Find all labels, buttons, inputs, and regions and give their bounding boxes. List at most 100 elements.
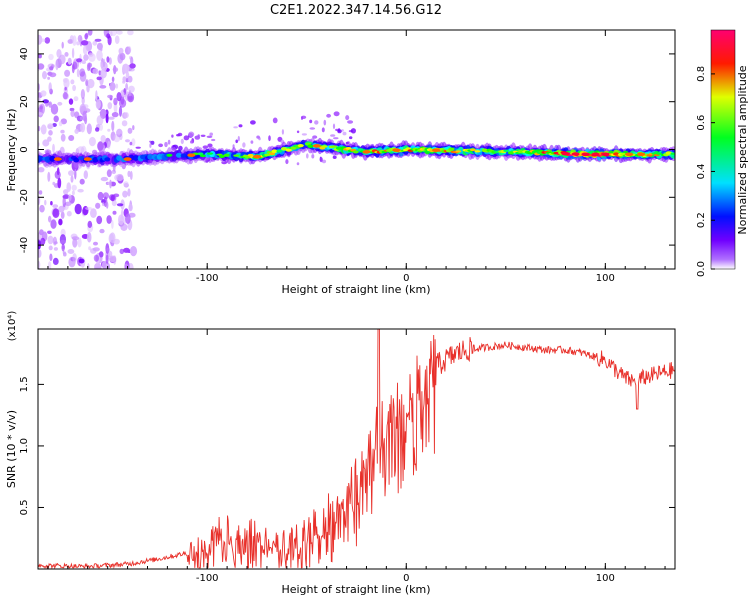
heatmap-noise-blob xyxy=(188,131,195,138)
heatmap-noise-blob xyxy=(135,146,141,149)
x-tick-label: 0 xyxy=(403,273,409,284)
heatmap-noise-blob xyxy=(80,89,85,100)
heatmap-noise-blob xyxy=(47,171,51,182)
heatmap-noise-blob xyxy=(285,159,289,165)
heatmap-noise-blob xyxy=(68,135,75,141)
heatmap-noise-blob xyxy=(119,98,127,108)
heatmap-noise-blob xyxy=(85,32,89,38)
heatmap-ridge-cell xyxy=(665,151,672,155)
heatmap-noise-blob xyxy=(250,140,254,144)
heatmap-noise-blob xyxy=(111,120,115,132)
heatmap-ridge-cell xyxy=(247,153,254,157)
heatmap-noise-blob xyxy=(72,238,78,248)
heatmap-noise-blob xyxy=(47,123,54,130)
heatmap-noise-blob xyxy=(49,253,53,262)
heatmap-ridge-cell xyxy=(271,149,278,153)
y-tick-label: 40 xyxy=(19,48,30,61)
heatmap-noise-blob xyxy=(74,128,79,134)
heatmap-noise-blob xyxy=(38,260,41,269)
heatmap-noise-blob xyxy=(52,208,60,219)
heatmap-noise-blob xyxy=(60,129,65,134)
heatmap-noise-blob xyxy=(238,124,243,128)
heatmap-noise-blob xyxy=(95,202,101,209)
heatmap-noise-blob xyxy=(129,141,133,146)
heatmap-ridge-cell xyxy=(92,156,99,163)
heatmap-noise-blob xyxy=(130,56,134,66)
heatmap-noise-blob xyxy=(312,135,318,139)
heatmap-ridge-cell xyxy=(166,153,173,157)
heatmap-noise-blob xyxy=(38,190,43,195)
heatmap-noise-blob xyxy=(52,181,56,186)
heatmap-noise-blob xyxy=(39,229,44,236)
heatmap-noise-blob xyxy=(319,157,323,163)
heatmap-noise-blob xyxy=(121,120,128,127)
x-tick-label: 100 xyxy=(596,573,615,584)
heatmap-noise-blob xyxy=(74,169,77,180)
heatmap-noise-blob xyxy=(116,30,123,35)
heatmap-noise-blob xyxy=(38,63,45,70)
heatmap-noise-blob xyxy=(53,247,59,251)
heatmap-ridge-cell xyxy=(290,146,297,150)
heatmap-noise-blob xyxy=(121,92,125,96)
heatmap-noise-blob xyxy=(62,189,69,195)
heatmap-noise-blob xyxy=(61,41,64,49)
heatmap-noise-blob xyxy=(76,41,80,46)
colorbar-tick-label: 0.8 xyxy=(696,66,707,82)
heatmap-noise-blob xyxy=(47,235,54,245)
heatmap-noise-blob xyxy=(64,52,69,57)
heatmap-noise-blob xyxy=(88,52,94,57)
heatmap-noise-blob xyxy=(71,236,80,241)
heatmap-ridge-cell xyxy=(199,154,206,158)
heatmap-noise-blob xyxy=(52,257,59,265)
chart-title: C2E1.2022.347.14.56.G12 xyxy=(270,3,442,18)
heatmap-noise-blob xyxy=(207,143,213,148)
heatmap-noise-blob xyxy=(109,30,117,37)
heatmap-noise-blob xyxy=(128,67,135,72)
heatmap-noise-blob xyxy=(79,116,83,121)
heatmap-noise-blob xyxy=(71,47,75,59)
heatmap-noise-blob xyxy=(235,139,238,144)
heatmap-noise-blob xyxy=(100,135,106,143)
heatmap-noise-blob xyxy=(117,53,124,64)
heatmap-ridge-cell xyxy=(223,153,230,157)
heatmap-noise-blob xyxy=(58,54,66,65)
heatmap-noise-blob xyxy=(337,129,342,134)
heatmap-hotspot xyxy=(253,154,261,159)
heatmap-noise-blob xyxy=(118,47,124,55)
heatmap-noise-blob xyxy=(108,57,112,65)
heatmap-noise-blob xyxy=(74,111,80,119)
heatmap-noise-blob xyxy=(70,79,75,85)
heatmap-noise-blob xyxy=(58,205,65,213)
heatmap-noise-blob xyxy=(42,139,50,147)
heatmap-noise-blob xyxy=(57,101,63,106)
heatmap-noise-blob xyxy=(47,261,52,269)
heatmap-noise-blob xyxy=(81,96,85,105)
heatmap-noise-blob xyxy=(128,85,135,93)
heatmap-noise-blob xyxy=(59,239,67,245)
heatmap-noise-blob xyxy=(86,64,91,72)
heatmap-noise-blob xyxy=(90,248,97,254)
heatmap-hotspot xyxy=(432,148,441,152)
heatmap-noise-blob xyxy=(58,218,63,226)
heatmap-noise-blob xyxy=(111,219,114,229)
x-tick-label: 0 xyxy=(403,573,409,584)
colorbar-gradient xyxy=(710,29,736,270)
heatmap-hotspot xyxy=(581,152,590,157)
heatmap-noise-blob xyxy=(129,246,138,257)
heatmap-axis-ticks: -100 0 100 -40 -20 0 20 40 xyxy=(19,30,675,284)
heatmap-noise-blob xyxy=(99,228,105,234)
heatmap-noise-blob xyxy=(110,194,115,202)
colorbar-tick-label: 0.0 xyxy=(696,261,707,277)
heatmap-noise-blob xyxy=(81,60,87,64)
snr-yunit: (x10⁴) xyxy=(7,311,18,342)
heatmap-noise-blob xyxy=(347,120,354,124)
heatmap-noise-blob xyxy=(48,82,52,93)
heatmap-hotspot xyxy=(83,157,92,161)
heatmap-noise-blob xyxy=(107,102,113,110)
heatmap-noise-blob xyxy=(120,223,128,231)
heatmap-noise-blob xyxy=(82,45,88,55)
heatmap-hotspot xyxy=(312,144,321,148)
heatmap-noise-blob xyxy=(105,113,109,124)
heatmap-ridge-cell xyxy=(104,157,111,162)
heatmap-noise-blob xyxy=(88,246,91,251)
